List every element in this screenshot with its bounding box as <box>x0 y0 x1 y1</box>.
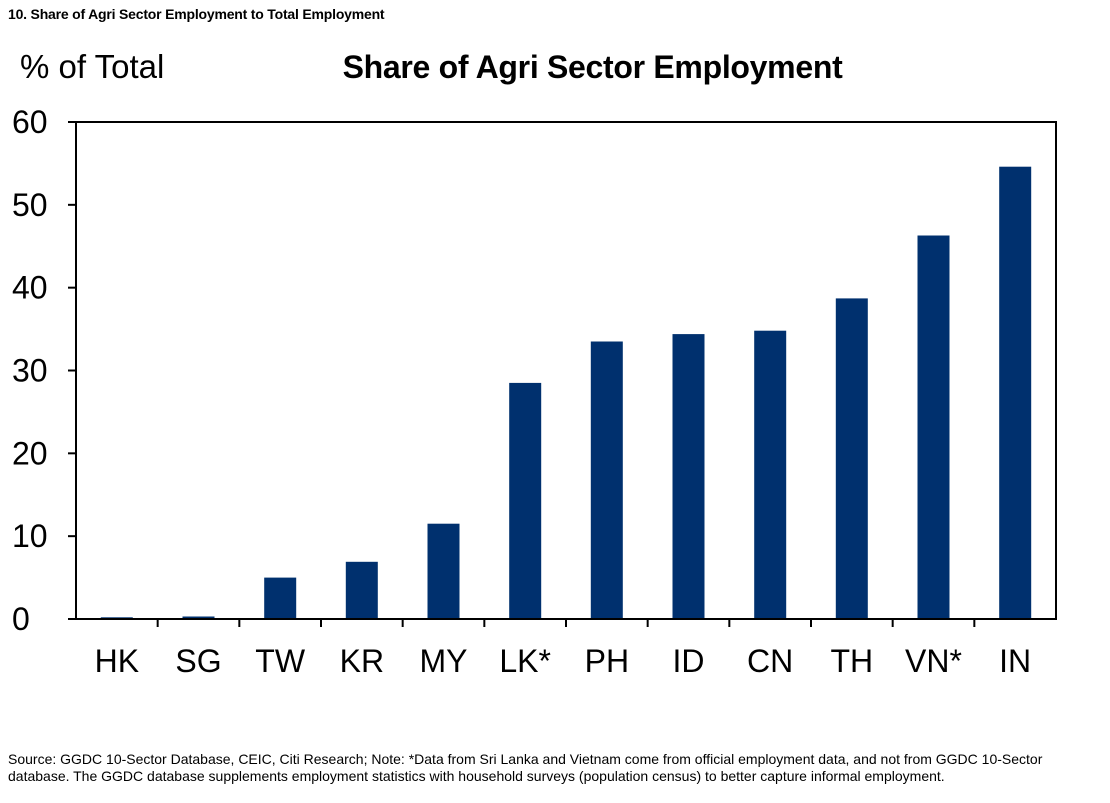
x-tick-label: HK <box>95 643 139 679</box>
y-tick-label: 10 <box>12 518 48 554</box>
plot-frame <box>75 121 1057 620</box>
bar-my <box>427 523 460 619</box>
y-tick-label: 30 <box>12 353 48 389</box>
bar-tw <box>264 577 297 619</box>
bar-ph <box>590 341 623 619</box>
x-tick-label: TW <box>255 643 306 679</box>
y-tick-label: 50 <box>12 187 48 223</box>
bar-cn <box>754 330 787 619</box>
bar-sg <box>182 616 215 619</box>
y-tick-label: 0 <box>12 601 30 637</box>
figure-caption: 10. Share of Agri Sector Employment to T… <box>8 6 385 22</box>
x-tick-label: KR <box>340 643 384 679</box>
x-tick-label: ID <box>673 643 705 679</box>
x-tick-label: IN <box>999 643 1031 679</box>
bar-vn <box>917 235 950 619</box>
bar-series <box>100 166 1032 619</box>
x-tick-label: SG <box>175 643 221 679</box>
x-tick-label: PH <box>585 643 629 679</box>
bar-in <box>999 166 1032 619</box>
bar-th <box>835 298 868 619</box>
y-tick-label: 60 <box>12 104 48 140</box>
x-tick-label: MY <box>420 643 468 679</box>
bar-id <box>672 334 705 619</box>
y-axis-unit-label: % of Total <box>20 48 165 85</box>
bar-lk <box>509 382 542 619</box>
source-note: Source: GGDC 10-Sector Database, CEIC, C… <box>8 751 1043 784</box>
chart-title: Share of Agri Sector Employment <box>342 49 843 85</box>
x-tick-label: LK* <box>499 643 551 679</box>
x-axis: HK SG TW KR MY LK* PH ID CN TH VN* IN <box>95 619 1031 679</box>
x-tick-label: CN <box>747 643 793 679</box>
bar-kr <box>345 561 378 619</box>
y-tick-label: 20 <box>12 435 48 471</box>
x-tick-label: VN* <box>905 643 962 679</box>
bar-chart: 0 10 20 30 40 50 60 HK SG TW KR MY LK* PH ID CN TH VN* IN <box>12 104 1057 679</box>
y-axis: 0 10 20 30 40 50 60 <box>12 104 76 637</box>
x-tick-label: TH <box>831 643 874 679</box>
y-tick-label: 40 <box>12 270 48 306</box>
